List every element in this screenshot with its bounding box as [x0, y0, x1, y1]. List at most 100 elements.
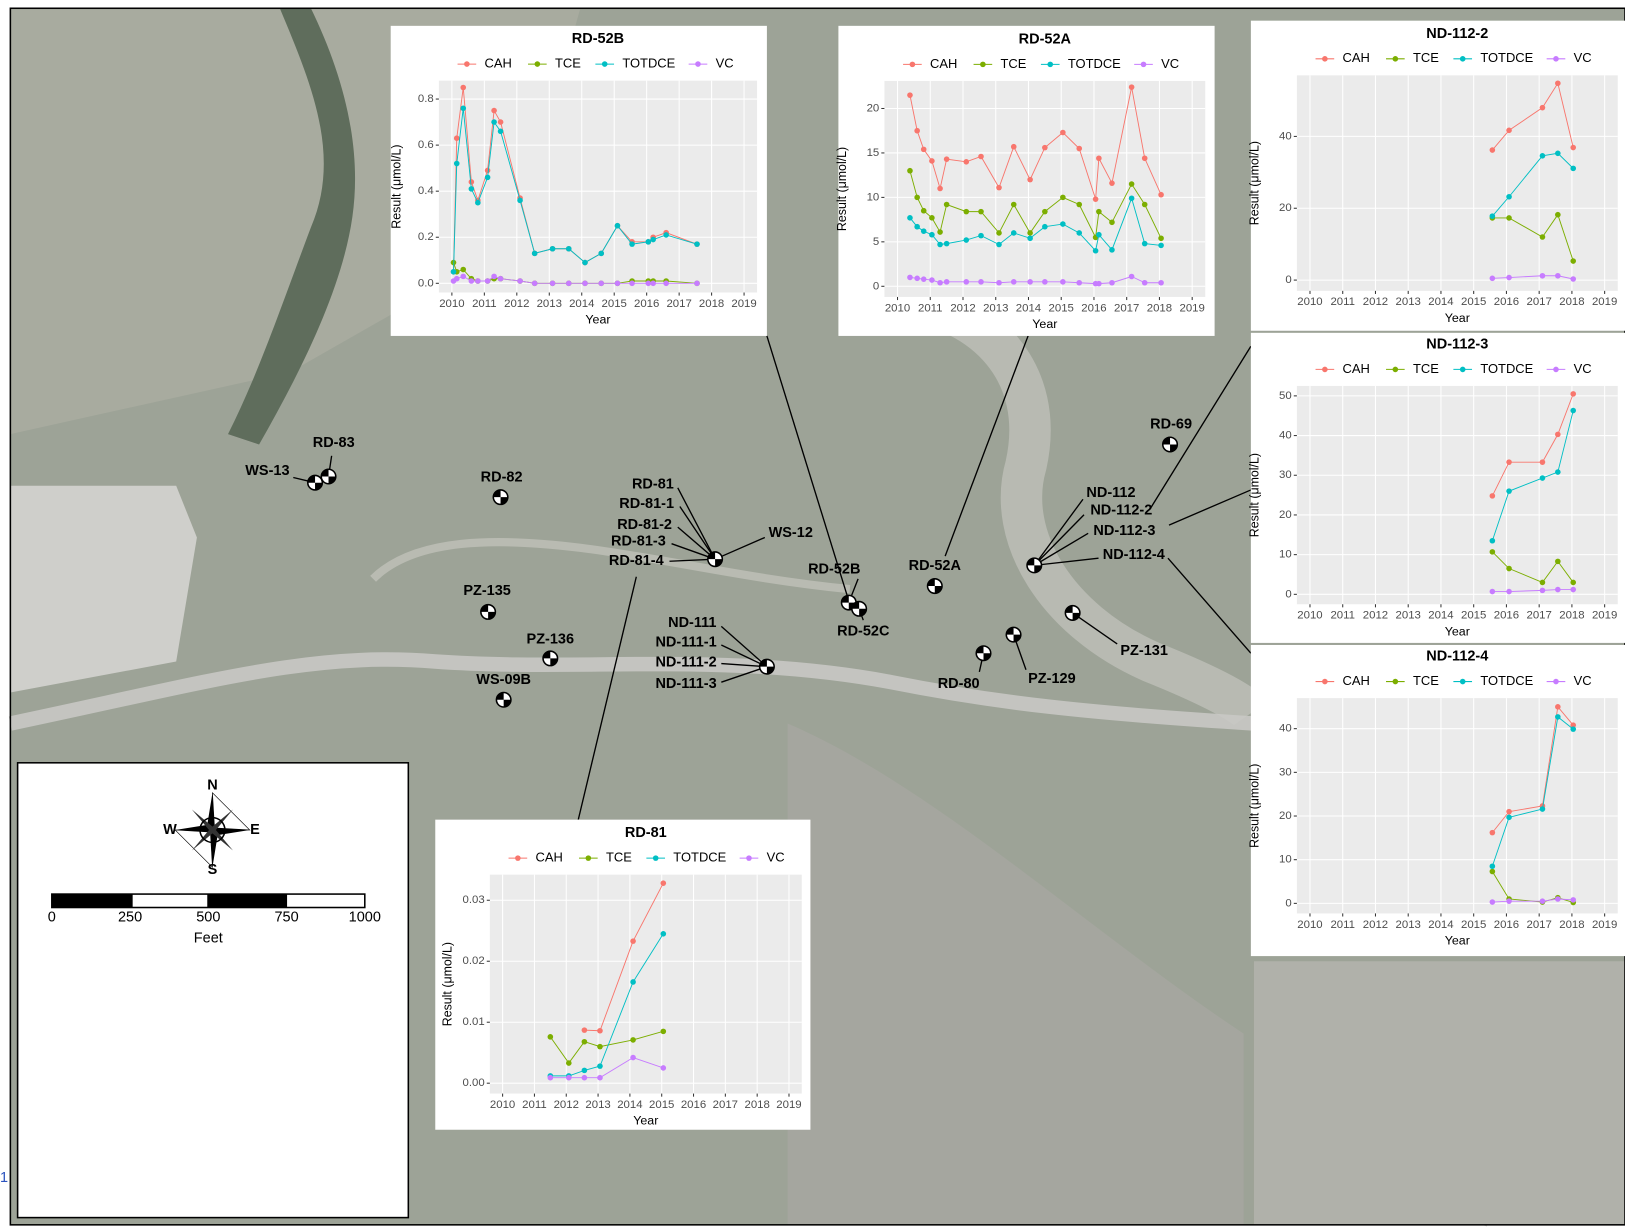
data-point [1555, 704, 1561, 710]
data-point [1042, 209, 1048, 215]
legend-key-dot [1322, 367, 1328, 373]
data-point [1060, 279, 1066, 285]
data-point [451, 269, 457, 275]
data-point [485, 168, 491, 174]
legend-key-dot [910, 62, 916, 68]
x-axis-label: Year [633, 1114, 658, 1128]
data-point [1060, 195, 1066, 201]
x-tick-label: 2014 [569, 298, 594, 310]
data-point [1555, 469, 1561, 475]
data-point [1540, 898, 1546, 904]
legend-label: CAH [1342, 50, 1369, 65]
data-point [929, 277, 935, 283]
data-point [1490, 275, 1496, 281]
data-point [1540, 806, 1546, 812]
well-label: RD-52B [808, 561, 860, 577]
data-point [996, 280, 1002, 286]
x-tick-label: 2014 [1428, 610, 1453, 622]
data-point [1506, 566, 1512, 572]
legend-label: TOTDCE [1068, 56, 1121, 71]
y-tick-label: 0 [873, 280, 879, 292]
x-tick-label: 2019 [1592, 919, 1617, 931]
data-point [1109, 180, 1115, 186]
well-symbol [708, 552, 723, 566]
data-point [1490, 147, 1496, 153]
plot-panel [1297, 386, 1618, 604]
x-tick-label: 2013 [1396, 919, 1421, 931]
well-label: PZ-136 [527, 632, 575, 648]
x-tick-label: 2010 [885, 302, 910, 314]
data-point [1109, 280, 1115, 286]
data-point [469, 278, 475, 284]
x-axis-label: Year [1032, 317, 1057, 331]
data-point [937, 229, 943, 235]
well-label: RD-81-3 [611, 533, 666, 549]
data-point [1158, 280, 1164, 286]
data-point [1506, 589, 1512, 595]
compass-west: W [163, 822, 177, 838]
plot-panel [439, 81, 757, 293]
chart-title: RD-81 [625, 825, 667, 841]
x-tick-label: 2011 [472, 298, 497, 310]
y-tick-label: 50 [1279, 390, 1292, 402]
x-tick-label: 2019 [776, 1099, 801, 1111]
data-point [907, 92, 913, 98]
well-label: RD-80 [938, 676, 980, 692]
data-point [1506, 488, 1512, 494]
y-tick-label: 0.01 [463, 1016, 485, 1028]
y-axis-label: Result (μmol/L) [390, 144, 404, 228]
data-point [1490, 493, 1496, 499]
data-point [996, 242, 1002, 248]
x-tick-label: 2018 [699, 298, 724, 310]
x-tick-label: 2013 [537, 298, 562, 310]
y-tick-label: 10 [1279, 854, 1292, 866]
legend-label: TOTDCE [622, 56, 675, 71]
x-tick-label: 2011 [1330, 610, 1355, 622]
well-symbol [760, 659, 775, 673]
data-point [597, 1028, 603, 1034]
data-point [491, 108, 497, 114]
data-point [1109, 219, 1115, 225]
legend-key-dot [1047, 62, 1053, 68]
y-axis-label: Result (μmol/L) [1248, 141, 1262, 225]
data-point [645, 239, 651, 245]
legend-key-dot [980, 62, 986, 68]
data-point [1011, 279, 1017, 285]
x-tick-label: 2014 [617, 1099, 642, 1111]
data-point [582, 1039, 588, 1045]
compass-east: E [250, 822, 260, 838]
data-point [650, 237, 656, 243]
data-point [630, 1055, 636, 1061]
data-point [1042, 224, 1048, 230]
inset-chart: 2010201120122013201420152016201720182019… [1248, 333, 1625, 643]
legend-key-dot [1460, 56, 1466, 62]
data-point [1570, 391, 1576, 397]
legend-label: CAH [1342, 673, 1369, 688]
data-point [996, 230, 1002, 236]
legend-key-dot [1553, 56, 1559, 62]
x-tick-label: 2012 [950, 302, 975, 314]
data-point [661, 1065, 667, 1071]
data-point [582, 260, 588, 266]
data-point [1570, 897, 1576, 903]
data-point [914, 275, 920, 281]
data-point [1506, 128, 1512, 134]
data-point [454, 135, 460, 141]
data-point [498, 129, 504, 135]
data-point [1096, 232, 1102, 238]
legend-label: TCE [555, 56, 581, 71]
data-point [1060, 130, 1066, 136]
y-tick-label: 20 [1279, 202, 1292, 214]
data-point [1129, 84, 1135, 90]
x-tick-label: 2018 [1559, 296, 1584, 308]
x-tick-label: 2010 [439, 298, 464, 310]
data-point [1540, 105, 1546, 111]
legend-label: TCE [606, 850, 632, 865]
data-point [1506, 215, 1512, 221]
x-tick-label: 2011 [918, 302, 943, 314]
data-point [921, 208, 927, 214]
legend-label: VC [767, 850, 785, 865]
x-tick-label: 2015 [1461, 296, 1486, 308]
chart-title: ND-112-3 [1426, 336, 1488, 352]
legend-label: VC [716, 56, 734, 71]
